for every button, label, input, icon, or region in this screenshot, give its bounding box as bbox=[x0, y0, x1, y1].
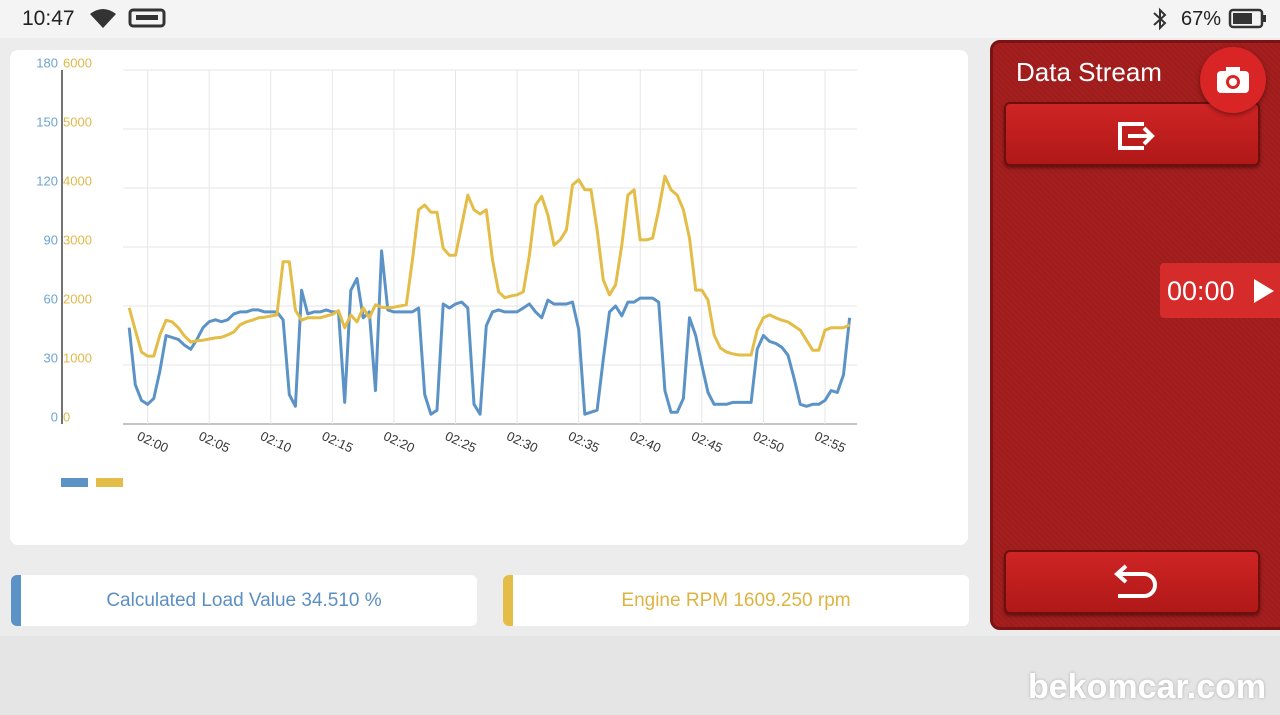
clock: 10:47 bbox=[22, 7, 75, 30]
panel-title: Data Stream bbox=[1016, 57, 1162, 87]
play-icon bbox=[1254, 279, 1274, 303]
y2-tick-label: 0 bbox=[63, 409, 70, 424]
y-tick-label: 60 bbox=[44, 291, 58, 306]
camera-icon bbox=[1217, 67, 1249, 93]
x-tick-label: 02:25 bbox=[443, 428, 479, 455]
battery-level: 67% bbox=[1181, 8, 1222, 30]
bluetooth-icon bbox=[1153, 7, 1167, 31]
x-tick-label: 02:00 bbox=[135, 428, 171, 455]
exit-icon bbox=[1118, 122, 1155, 150]
x-tick-label: 02:45 bbox=[689, 428, 725, 455]
y-tick-label: 150 bbox=[36, 114, 58, 129]
legend-swatch bbox=[96, 478, 123, 487]
y2-tick-label: 5000 bbox=[63, 114, 92, 129]
timer-button[interactable]: 00:00 bbox=[1160, 263, 1280, 318]
x-tick-label: 02:20 bbox=[381, 428, 417, 455]
battery-icon bbox=[1228, 8, 1266, 29]
y2-tick-label: 2000 bbox=[63, 291, 92, 306]
x-tick-label: 02:55 bbox=[812, 428, 848, 455]
back-button[interactable] bbox=[1004, 550, 1260, 614]
x-tick-label: 02:35 bbox=[566, 428, 602, 455]
x-tick-label: 02:05 bbox=[196, 428, 232, 455]
y2-tick-label: 1000 bbox=[63, 350, 92, 365]
y-tick-label: 30 bbox=[44, 350, 58, 365]
legend-swatch bbox=[61, 478, 88, 487]
readout-load: Calculated Load Value 34.510 % bbox=[11, 575, 477, 626]
data-line bbox=[127, 174, 851, 358]
status-bar: 10:47 67% bbox=[0, 0, 1280, 38]
x-tick-label: 02:30 bbox=[504, 428, 540, 455]
y-tick-label: 0 bbox=[51, 409, 58, 424]
y2-tick-label: 3000 bbox=[63, 232, 92, 247]
readout-text: Engine RPM 1609.250 rpm bbox=[621, 589, 851, 611]
readout-rpm: Engine RPM 1609.250 rpm bbox=[503, 575, 969, 626]
status-icons bbox=[90, 8, 166, 28]
timer: 00:00 bbox=[1167, 276, 1235, 306]
y-tick-label: 180 bbox=[36, 55, 58, 70]
y-tick-label: 120 bbox=[36, 173, 58, 188]
readout-text: Calculated Load Value 34.510 % bbox=[106, 589, 382, 611]
x-tick-label: 02:40 bbox=[628, 428, 664, 455]
back-icon bbox=[1113, 564, 1157, 598]
x-tick-label: 02:10 bbox=[258, 428, 294, 455]
x-tick-label: 02:15 bbox=[320, 428, 356, 455]
chart-card bbox=[10, 50, 968, 545]
y2-tick-label: 6000 bbox=[63, 55, 92, 70]
y2-tick-label: 4000 bbox=[63, 173, 92, 188]
exit-button[interactable] bbox=[1004, 102, 1260, 166]
data-line bbox=[127, 249, 852, 416]
camera-button[interactable] bbox=[1200, 47, 1266, 113]
watermark: bekomcar.com bbox=[1028, 668, 1267, 706]
chart: 0 30 60 90 120 150 180 0 1000 2000 3000 4000 5000 600… bbox=[36, 55, 857, 487]
bottom-area bbox=[0, 636, 1280, 715]
x-tick-label: 02:50 bbox=[751, 428, 787, 455]
y-tick-label: 90 bbox=[44, 232, 58, 247]
